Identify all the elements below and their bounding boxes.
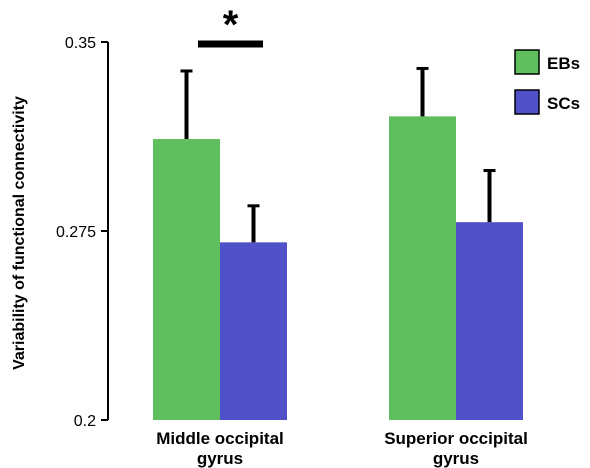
bar-scs-0 bbox=[220, 242, 287, 420]
bar-ebs-1 bbox=[389, 116, 456, 420]
y-tick-label: 0.275 bbox=[56, 224, 96, 241]
legend: EBs SCs bbox=[514, 49, 580, 115]
significance-markers: * bbox=[198, 3, 263, 48]
x-category-label: gyrus bbox=[197, 449, 243, 468]
bars-layer bbox=[153, 116, 523, 420]
legend-swatch-ebs bbox=[514, 49, 540, 75]
y-tick-label: 0.35 bbox=[65, 35, 96, 52]
bar-scs-1 bbox=[456, 222, 523, 420]
y-tick-label: 0.2 bbox=[74, 413, 96, 430]
error-bars-layer bbox=[180, 66, 496, 243]
significance-star: * bbox=[223, 3, 239, 47]
x-category-label: gyrus bbox=[433, 449, 479, 468]
x-category-label: Superior occipital bbox=[384, 429, 528, 448]
bar-ebs-0 bbox=[153, 139, 220, 420]
legend-label-scs: SCs bbox=[547, 94, 580, 113]
x-category-label: Middle occipital bbox=[156, 429, 284, 448]
y-axis-title: Variability of functional connectivity bbox=[11, 96, 28, 370]
legend-label-ebs: EBs bbox=[547, 54, 580, 73]
y-ticks: 0.2 0.275 0.35 bbox=[56, 35, 108, 430]
legend-swatch-scs bbox=[514, 89, 540, 115]
